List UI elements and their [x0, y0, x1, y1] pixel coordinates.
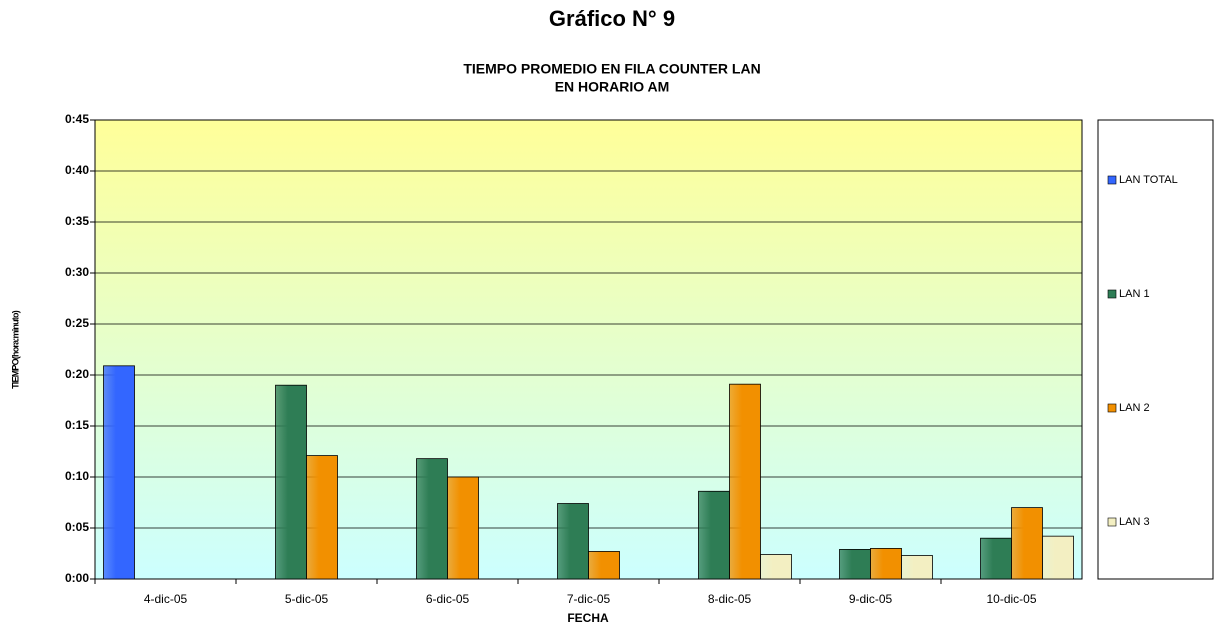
plot-area	[94, 119, 1083, 580]
y-tick-label: 0:20	[65, 367, 89, 381]
y-tick-label: 0:45	[65, 112, 89, 126]
y-tick-label: 0:25	[65, 316, 89, 330]
y-tick-label: 0:30	[65, 265, 89, 279]
bar	[901, 555, 933, 580]
bar	[729, 383, 761, 580]
bar	[275, 384, 307, 580]
bar	[306, 455, 338, 580]
y-tick-label: 0:40	[65, 163, 89, 177]
legend-label: LAN 2	[1119, 402, 1150, 414]
legend-marker	[1107, 175, 1117, 185]
bar	[1042, 535, 1074, 580]
x-tick-label: 7-dic-05	[567, 592, 611, 606]
chart-subtitle: TIEMPO PROMEDIO EN FILA COUNTER LAN	[463, 61, 760, 77]
x-tick-label: 6-dic-05	[426, 592, 470, 606]
legend-marker	[1107, 403, 1117, 413]
y-axis-label: TIEMPO(hora:minuto)	[10, 310, 20, 389]
legend	[1097, 119, 1214, 580]
bar	[557, 503, 589, 580]
bar	[103, 365, 135, 580]
legend-label: LAN TOTAL	[1119, 174, 1178, 186]
bar	[698, 490, 730, 580]
bar	[447, 476, 479, 580]
x-tick-label: 10-dic-05	[986, 592, 1036, 606]
bar	[588, 551, 620, 580]
bar	[760, 554, 792, 580]
x-tick-label: 9-dic-05	[849, 592, 893, 606]
x-tick-label: 8-dic-05	[708, 592, 752, 606]
y-tick-label: 0:05	[65, 520, 89, 534]
legend-label: LAN 3	[1119, 516, 1150, 528]
y-tick-label: 0:10	[65, 469, 89, 483]
y-tick-label: 0:00	[65, 571, 89, 585]
bar	[980, 537, 1012, 580]
bar	[839, 549, 871, 580]
legend-marker	[1107, 289, 1117, 299]
x-tick-label: 4-dic-05	[144, 592, 188, 606]
y-tick-label: 0:35	[65, 214, 89, 228]
legend-marker	[1107, 517, 1117, 527]
x-axis-label: FECHA	[567, 611, 609, 625]
chart-title: Gráfico N° 9	[549, 6, 675, 31]
bar	[416, 458, 448, 580]
chart-subtitle: EN HORARIO AM	[555, 79, 670, 95]
y-tick-label: 0:15	[65, 418, 89, 432]
legend-label: LAN 1	[1119, 288, 1150, 300]
x-tick-label: 5-dic-05	[285, 592, 329, 606]
bar	[1011, 507, 1043, 580]
bar	[870, 548, 902, 580]
